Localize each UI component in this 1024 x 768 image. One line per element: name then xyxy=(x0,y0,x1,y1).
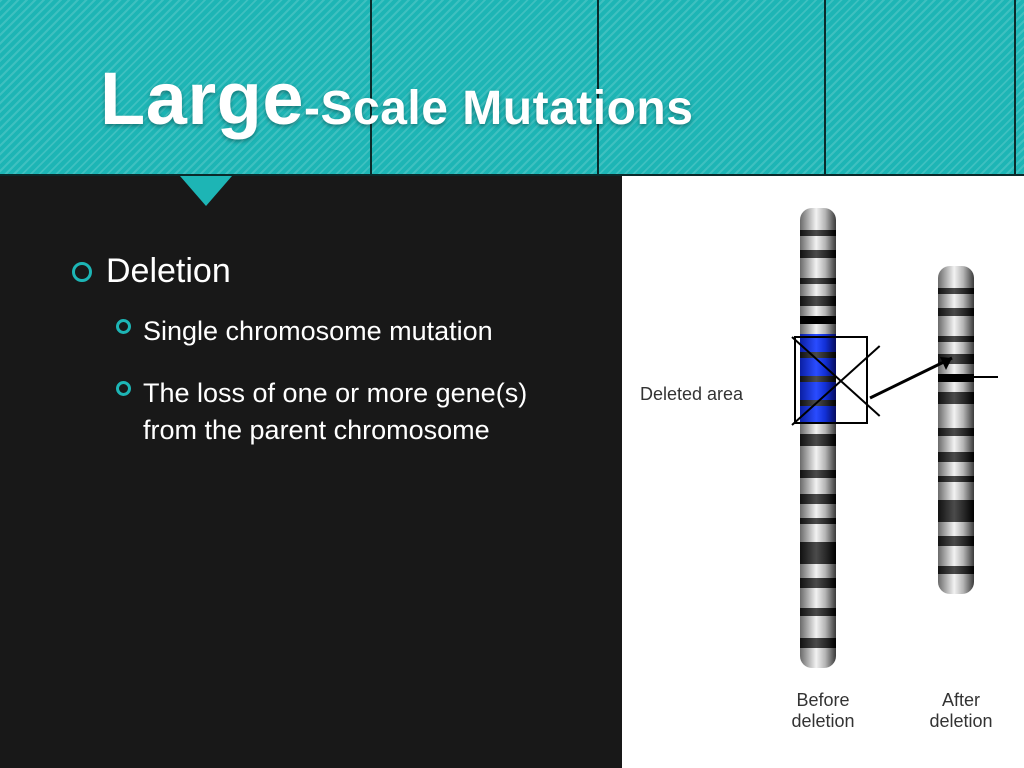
chromosome-band xyxy=(800,564,836,578)
chromosome-band xyxy=(938,316,974,336)
chromosome-band xyxy=(938,500,974,522)
chromosome-before xyxy=(800,208,836,678)
chromosome-band xyxy=(800,446,836,470)
body: Deletion Single chromosome mutation The l… xyxy=(0,176,1024,768)
subbullet-list: Single chromosome mutation The loss of on… xyxy=(116,313,566,448)
chromosome-band xyxy=(800,638,836,648)
chromosome-band xyxy=(938,574,974,582)
after-deletion-mark xyxy=(972,376,998,378)
chromosome-after xyxy=(938,266,974,614)
chromosome-band xyxy=(800,524,836,542)
chromosome-band xyxy=(800,578,836,588)
header-divider xyxy=(824,0,826,176)
chromosome-band xyxy=(800,542,836,564)
subbullet-text: Single chromosome mutation xyxy=(143,313,493,349)
chromosome-band xyxy=(938,546,974,566)
chromosome-band xyxy=(800,470,836,478)
chromosome-diagram: Deleted area Before deletion After delet… xyxy=(640,188,1014,758)
chromosome-band xyxy=(800,306,836,316)
label-deleted-area: Deleted area xyxy=(640,384,743,405)
chromosome-band xyxy=(938,536,974,546)
chromosome-band xyxy=(800,478,836,494)
chromosome-band xyxy=(800,220,836,230)
bullet-level2: The loss of one or more gene(s) from the… xyxy=(116,375,566,448)
chromosome-band xyxy=(800,324,836,334)
pointer-triangle-icon xyxy=(180,176,232,206)
chromosome-band xyxy=(800,208,836,220)
chromosome-band xyxy=(938,566,974,574)
chromosome-band xyxy=(938,266,974,278)
title-large-word: Large xyxy=(100,57,304,140)
chromosome-band xyxy=(800,250,836,258)
subbullet-text: The loss of one or more gene(s) from the… xyxy=(143,375,563,448)
bullet-level1: Deletion xyxy=(72,252,566,291)
title-rest: -Scale Mutations xyxy=(304,82,693,135)
chromosome-band xyxy=(938,452,974,462)
chromosome-band xyxy=(800,608,836,616)
content-panel: Deletion Single chromosome mutation The l… xyxy=(0,176,622,768)
slide-title: Large-Scale Mutations xyxy=(100,56,693,141)
chromosome-band xyxy=(938,462,974,476)
chromosome-band xyxy=(938,278,974,288)
chromosome-band xyxy=(800,434,836,446)
slide: Large-Scale Mutations Deletion Single ch… xyxy=(0,0,1024,768)
diagram-panel: Deleted area Before deletion After delet… xyxy=(622,176,1024,768)
bullet-ring-icon xyxy=(116,319,131,334)
bullet-ring-icon xyxy=(72,262,92,282)
chromosome-band xyxy=(938,436,974,452)
chromosome-band xyxy=(938,294,974,308)
bullet-ring-icon xyxy=(116,381,131,396)
chromosome-band xyxy=(800,236,836,250)
label-after: After deletion xyxy=(926,690,996,731)
chromosome-band xyxy=(800,316,836,324)
chromosome-band xyxy=(800,424,836,434)
chromosome-band xyxy=(800,616,836,638)
chromosome-band xyxy=(938,428,974,436)
bullet-level2: Single chromosome mutation xyxy=(116,313,566,349)
header-divider xyxy=(1014,0,1016,176)
chromosome-band xyxy=(938,308,974,316)
chromosome-band xyxy=(800,284,836,296)
bullet-text: Deletion xyxy=(106,252,231,291)
chromosome-band xyxy=(800,656,836,668)
chromosome-band xyxy=(800,258,836,278)
chromosome-band xyxy=(800,648,836,656)
label-before: Before deletion xyxy=(788,690,858,731)
chromosome-band xyxy=(800,504,836,518)
chromosome-band xyxy=(800,588,836,608)
chromosome-band xyxy=(800,296,836,306)
chromosome-band xyxy=(938,482,974,500)
header-banner: Large-Scale Mutations xyxy=(0,0,1024,176)
chromosome-band xyxy=(800,494,836,504)
arrow-icon xyxy=(866,348,976,413)
chromosome-band xyxy=(938,522,974,536)
chromosome-band xyxy=(938,582,974,594)
